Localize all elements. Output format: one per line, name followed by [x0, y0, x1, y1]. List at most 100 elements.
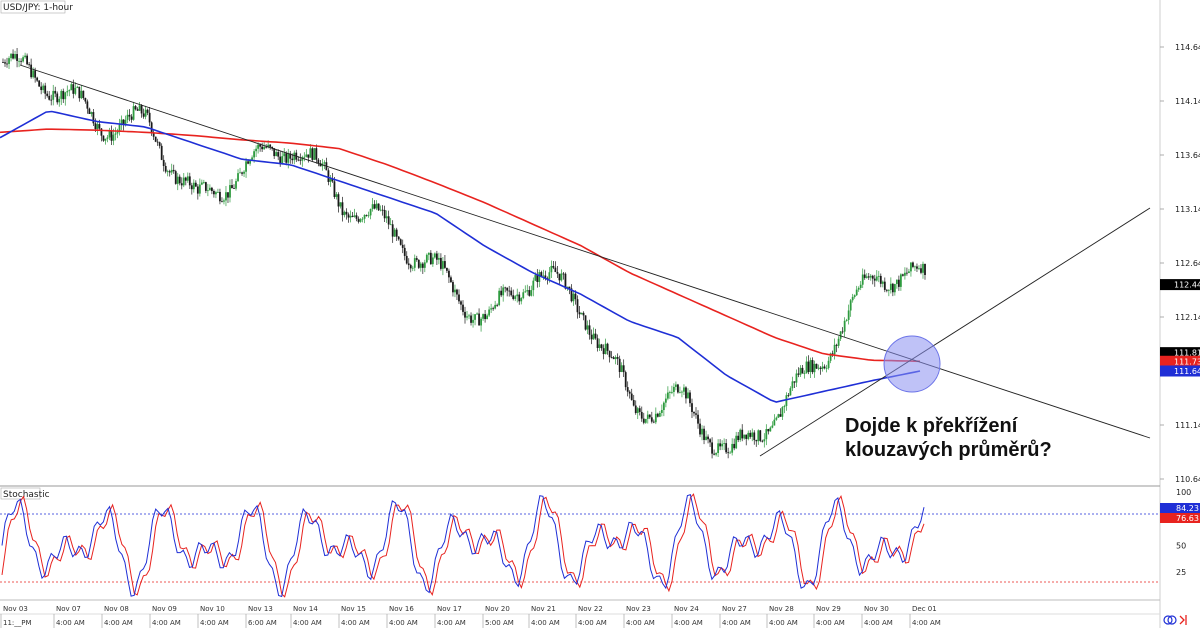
- descending-trendline[interactable]: [19, 64, 1151, 439]
- candle: [367, 211, 370, 218]
- candle: [208, 184, 211, 191]
- candle: [277, 149, 280, 161]
- candle: [502, 284, 505, 302]
- candle: [530, 285, 533, 297]
- candle: [906, 267, 908, 276]
- candle: [82, 90, 85, 100]
- price-badge: 111.81: [1160, 347, 1200, 359]
- candle: [863, 269, 866, 280]
- candle: [524, 285, 527, 293]
- candle: [482, 313, 484, 321]
- candle: [383, 205, 386, 223]
- candle: [138, 101, 141, 111]
- price-badge-label: 112.44: [1174, 281, 1200, 290]
- candle: [857, 286, 860, 292]
- candle: [783, 404, 786, 414]
- candle: [6, 57, 8, 68]
- candle: [713, 449, 715, 456]
- candle: [512, 289, 515, 301]
- candle: [500, 286, 503, 298]
- candle: [88, 107, 91, 115]
- candle: [86, 99, 89, 114]
- candle: [305, 149, 308, 158]
- candle: [307, 154, 310, 163]
- candle: [188, 172, 191, 189]
- candle: [610, 351, 613, 359]
- candle: [821, 361, 824, 372]
- candlestick-series: [2, 47, 926, 459]
- candle: [660, 404, 663, 417]
- candle: [464, 306, 466, 324]
- candle: [664, 393, 667, 408]
- time-label: 4:00 AM: [200, 619, 229, 627]
- ascending-trendline[interactable]: [759, 207, 1151, 457]
- stochastic-d-line: [1, 493, 925, 598]
- candle: [225, 186, 227, 207]
- candle: [562, 272, 565, 280]
- candle: [317, 158, 320, 167]
- price-axis: 114.64 114.14 113.64 113.14 112.64 112.14 111.…: [1160, 43, 1200, 484]
- candle: [454, 284, 456, 298]
- candle: [202, 179, 205, 185]
- candle: [393, 227, 396, 237]
- candle: [689, 390, 691, 407]
- candle: [158, 141, 161, 149]
- candle: [341, 196, 344, 222]
- candle: [401, 239, 404, 254]
- candle: [281, 151, 284, 165]
- candle: [275, 150, 278, 157]
- time-label: 4:00 AM: [531, 619, 560, 627]
- candle: [223, 198, 225, 205]
- candle: [811, 357, 814, 375]
- candle: [767, 428, 770, 435]
- candle: [293, 150, 296, 165]
- scroll-to-end-icon[interactable]: [1179, 615, 1187, 625]
- candle: [128, 109, 131, 122]
- candle: [431, 253, 434, 267]
- candle: [771, 421, 774, 429]
- candle: [867, 273, 870, 280]
- candle: [470, 312, 472, 326]
- candle: [648, 414, 651, 420]
- price-badge: 112.44: [1160, 279, 1200, 291]
- candle: [126, 109, 129, 124]
- candle: [656, 412, 659, 418]
- candle: [759, 429, 762, 443]
- candle: [751, 428, 754, 442]
- candle: [853, 294, 856, 299]
- chart-title-box: [0, 0, 66, 14]
- candle: [586, 320, 589, 335]
- candle: [504, 286, 507, 293]
- price-badge-label: 111.64: [1174, 367, 1200, 376]
- time-label: 4:00 AM: [293, 619, 322, 627]
- candle: [779, 408, 782, 417]
- candle: [474, 314, 476, 326]
- time-axis: Nov 03 11:__PM Nov 07 4:00 AM Nov 08 4:00 AM N…: [0, 605, 941, 628]
- date-label: Nov 03: [3, 605, 28, 613]
- candle: [186, 172, 189, 183]
- candle: [162, 155, 165, 172]
- candle: [897, 275, 900, 291]
- time-label: 4:00 AM: [912, 619, 941, 627]
- candle: [134, 105, 137, 111]
- candle: [721, 440, 724, 450]
- candle: [612, 356, 615, 360]
- price-tick-label: 111.14: [1175, 421, 1200, 430]
- candle: [912, 261, 914, 269]
- candle: [460, 300, 462, 311]
- candle: [556, 266, 559, 278]
- candle: [160, 143, 163, 161]
- candle: [592, 327, 595, 340]
- candle: [353, 208, 356, 218]
- candle: [675, 381, 677, 391]
- candle: [152, 130, 155, 140]
- candle: [835, 343, 838, 353]
- candle: [12, 49, 14, 60]
- candle: [528, 286, 531, 297]
- candle: [118, 118, 121, 136]
- candle: [895, 279, 898, 289]
- candle: [235, 178, 237, 191]
- candle: [749, 430, 752, 439]
- sync-icon[interactable]: [1163, 615, 1177, 625]
